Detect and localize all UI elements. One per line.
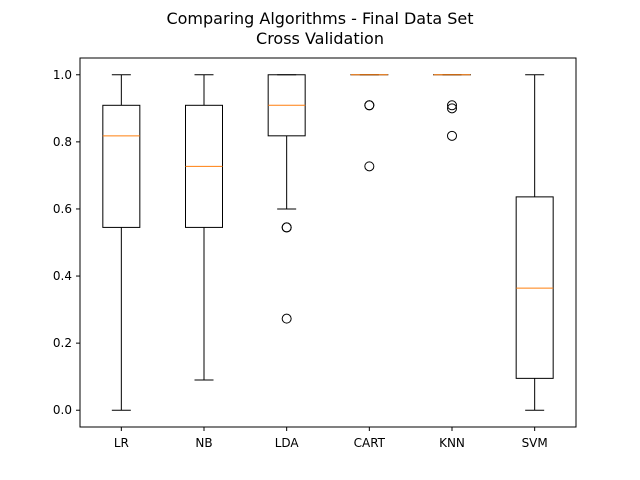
y-tick-label-3: 0.4 [53, 269, 72, 283]
box-svm [515, 196, 554, 379]
outlier-knn-2 [447, 103, 457, 114]
y-tick-label-5: 0.8 [53, 135, 72, 149]
outlier-lda-2 [281, 222, 292, 233]
x-tick-label-lr: LR [114, 436, 129, 450]
box-lr [102, 104, 141, 228]
x-tick-label-knn: KNN [439, 436, 465, 450]
x-tick-label-svm: SVM [522, 436, 548, 450]
plot-area: 0.0 0.2 0.4 0.6 0.8 1.0 LR NB LDA CART KNN SVM [53, 57, 577, 450]
chart-title-line2: Cross Validation [256, 29, 384, 48]
y-tick-label-6: 1.0 [53, 68, 72, 82]
outlier-lda-3 [281, 313, 292, 324]
chart-title-line1: Comparing Algorithms - Final Data Set [166, 9, 473, 28]
x-tick-label-lda: LDA [275, 436, 300, 450]
y-tick-label-1: 0.0 [53, 403, 72, 417]
y-tick-label-2: 0.2 [53, 336, 72, 350]
x-tick-label-cart: CART [354, 436, 386, 450]
outlier-knn-3 [447, 130, 457, 141]
axes-frame [79, 57, 577, 428]
outlier-cart-3 [364, 161, 375, 172]
x-tick-label-nb: NB [195, 436, 212, 450]
y-tick-label-4: 0.6 [53, 202, 72, 216]
outlier-knn-1 [447, 100, 457, 111]
outlier-cart-2 [364, 100, 375, 111]
